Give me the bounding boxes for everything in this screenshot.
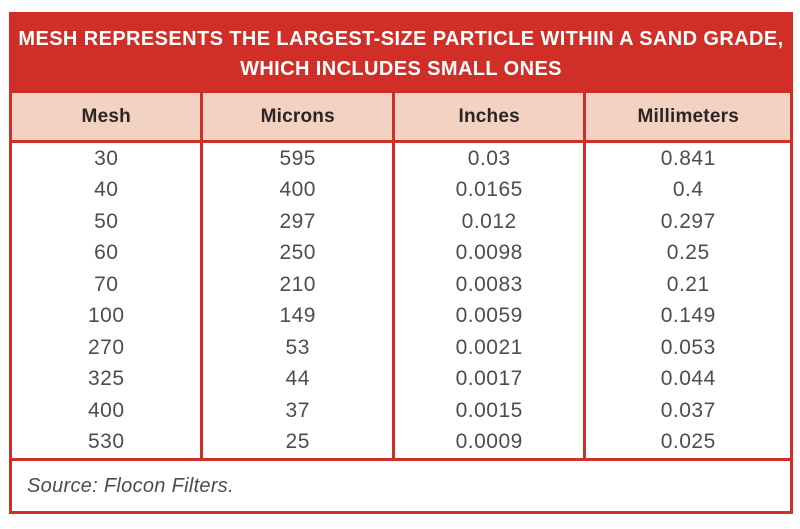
table-cell: 70 [94, 272, 119, 296]
table-cell: 0.4 [672, 178, 704, 202]
table-cell: 100 [87, 304, 125, 328]
column-header: Mesh [12, 93, 201, 143]
table-cell: 400 [279, 178, 316, 202]
table-column-mesh: Mesh 30 40 50 60 70 100 270 325 400 530 [12, 93, 201, 458]
table-cell: 44 [285, 367, 310, 391]
table-cell: 0.21 [666, 272, 710, 296]
table-cell: 50 [94, 209, 119, 233]
title-line-1: MESH REPRESENTS THE LARGEST-SIZE PARTICL… [18, 28, 784, 50]
table-cell: 595 [279, 146, 316, 170]
table-cell: 37 [285, 398, 310, 422]
table-title-banner: MESH REPRESENTS THE LARGEST-SIZE PARTICL… [12, 15, 790, 93]
table-cell: 0.297 [660, 209, 716, 233]
table-cell: 250 [279, 241, 316, 265]
table-cell: 270 [87, 335, 125, 359]
table-cell: 0.0009 [455, 430, 523, 454]
table-cell: 25 [285, 430, 310, 454]
mesh-size-table-figure: MESH REPRESENTS THE LARGEST-SIZE PARTICL… [9, 12, 793, 514]
table-cell: 0.044 [660, 367, 716, 391]
table-cell: 0.25 [666, 241, 710, 265]
table-cell: 0.0015 [455, 398, 523, 422]
table-cell: 210 [279, 272, 316, 296]
table-cell: 0.0165 [455, 178, 523, 202]
source-note-text: Source: Flocon Filters. [27, 474, 234, 497]
table-cell: 149 [279, 304, 316, 328]
table-cell: 530 [87, 430, 125, 454]
table-cell: 60 [94, 241, 119, 265]
source-note: Source: Flocon Filters. [12, 458, 790, 511]
table-column-inches: Inches 0.03 0.0165 0.012 0.0098 0.0083 0.0059 0… [391, 93, 584, 458]
table-cell: 0.0021 [455, 335, 523, 359]
title-line-2: WHICH INCLUDES SMALL ONES [240, 58, 562, 80]
column-header: Inches [394, 93, 584, 143]
table-cell: 0.037 [660, 398, 716, 422]
table-cell: 0.841 [660, 146, 716, 170]
table-cell: 0.0017 [455, 367, 523, 391]
table-cell: 0.0059 [455, 304, 523, 328]
table-cell: 0.025 [660, 430, 716, 454]
table-cell: 0.149 [660, 304, 716, 328]
table-columns: Mesh 30 40 50 60 70 100 270 325 400 530 Microns 595 4… [12, 93, 791, 458]
table-cell: 400 [87, 398, 125, 422]
table-column-millimeters: Millimeters 0.841 0.4 0.297 0.25 0.21 0.149 0.0… [583, 93, 791, 458]
table-cell: 0.053 [660, 335, 716, 359]
table-cell: 53 [285, 335, 310, 359]
column-header: Millimeters [586, 93, 791, 143]
table-cell: 0.0098 [455, 241, 523, 265]
table-cell: 0.012 [461, 209, 517, 233]
table-column-microns: Microns 595 400 297 250 210 149 53 44 37 25 [200, 93, 392, 458]
table-cell: 40 [94, 178, 119, 202]
table-cell: 325 [87, 367, 125, 391]
column-header: Microns [203, 93, 392, 143]
table-cell: 0.03 [467, 146, 511, 170]
table-cell: 297 [279, 209, 316, 233]
table-cell: 30 [94, 146, 119, 170]
table-cell: 0.0083 [455, 272, 523, 296]
